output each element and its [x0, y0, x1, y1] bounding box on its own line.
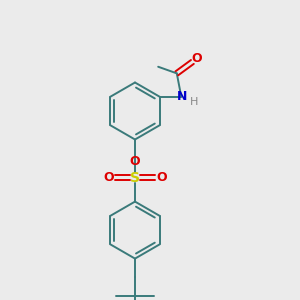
Text: O: O	[156, 171, 167, 184]
Text: S: S	[130, 171, 140, 184]
Text: N: N	[177, 90, 188, 103]
Text: O: O	[103, 171, 114, 184]
Text: H: H	[190, 97, 198, 107]
Text: O: O	[192, 52, 202, 65]
Text: O: O	[130, 155, 140, 168]
